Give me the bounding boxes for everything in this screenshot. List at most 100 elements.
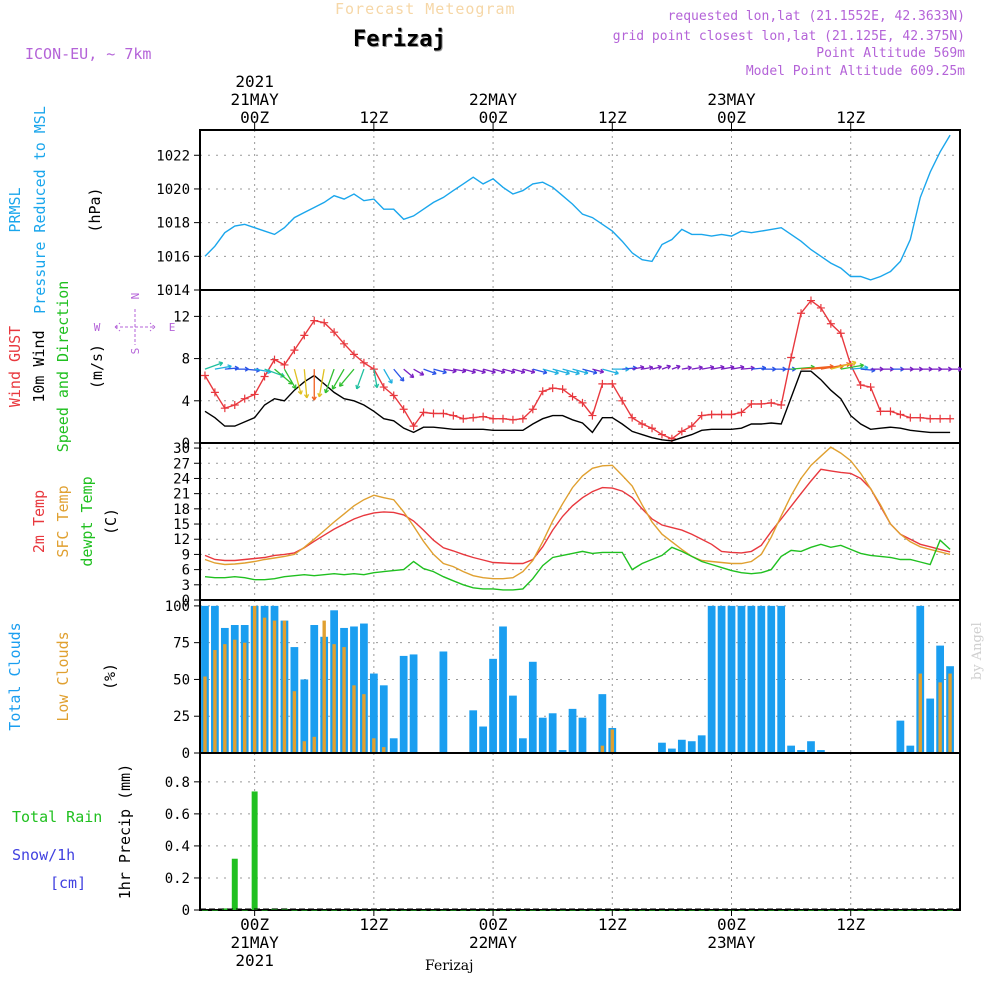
precip-bar — [668, 910, 675, 911]
cloud-bar — [787, 745, 795, 753]
wind-arrow — [356, 368, 365, 390]
gust-marker — [787, 353, 796, 362]
precip-bar — [331, 910, 338, 911]
y-tick-label: 12 — [173, 532, 190, 548]
gust-marker — [300, 331, 309, 340]
precip-bar — [837, 910, 844, 911]
panel-ylabel: PRMSL — [6, 187, 24, 232]
wind-arrow — [622, 367, 637, 370]
cloud-bar — [777, 605, 786, 753]
wind-arrow-head — [331, 385, 337, 390]
y-tick-label: 0 — [182, 436, 190, 452]
gust-marker — [558, 385, 567, 394]
precip-bar — [947, 910, 954, 911]
precip-bar — [211, 910, 218, 911]
cloud-bar — [352, 685, 356, 753]
y-tick-label: 75 — [173, 636, 190, 652]
cloud-bar — [302, 741, 307, 753]
wind-arrow-head — [218, 361, 224, 367]
wind-arrow-head — [614, 370, 619, 376]
y-tick-label: 0.2 — [165, 871, 190, 887]
gust-marker — [697, 411, 706, 420]
precip-bar — [201, 910, 208, 911]
bottom-time-label: 21MAY — [231, 933, 280, 952]
precip-bar — [569, 910, 576, 911]
gust-marker — [439, 409, 448, 418]
gust-marker — [220, 404, 229, 413]
panel-ylabel: Pressure Reduced to MSL — [31, 106, 49, 314]
gust-marker — [429, 409, 438, 418]
y-tick-label: 8 — [182, 352, 190, 368]
wind-arrow — [592, 368, 604, 373]
wind-arrow-head — [510, 368, 516, 375]
gust-marker — [936, 414, 945, 423]
precip-bar — [341, 910, 348, 911]
y-tick-label: 15 — [173, 517, 190, 533]
gust-marker — [866, 383, 875, 392]
precip-bar — [937, 910, 944, 911]
gust-marker — [200, 371, 209, 380]
wind-arrow — [860, 368, 876, 372]
precip-bar — [500, 910, 506, 911]
precip-bar — [440, 910, 447, 911]
cloud-bar — [668, 748, 676, 753]
gust-marker — [707, 410, 716, 419]
cloud-bar — [379, 685, 388, 753]
precip-bar — [639, 910, 646, 911]
wind-arrow — [522, 368, 535, 373]
gust-marker — [230, 401, 239, 410]
panel-ylabel: (hPa) — [86, 187, 104, 232]
cloud-bar — [610, 729, 614, 753]
wind-arrow — [721, 366, 735, 370]
gust-marker — [349, 350, 358, 359]
compass-w: W — [94, 321, 101, 334]
cloud-bar — [362, 694, 366, 753]
cloud-bar — [598, 694, 607, 753]
cloud-bar — [538, 717, 547, 753]
gust-marker — [946, 414, 955, 423]
wind-arrow-head — [520, 368, 526, 375]
top-time-label: 2021 — [235, 72, 274, 91]
cloud-bar — [578, 717, 587, 753]
cloud-bar — [262, 617, 267, 753]
cloud-bar — [687, 741, 696, 753]
gust-marker — [508, 415, 517, 424]
wind-arrow-head — [399, 377, 405, 382]
cloud-bar — [439, 651, 448, 753]
bottom-time-label: 12Z — [359, 915, 388, 934]
model-altitude: Model Point Altitude 609.25m — [745, 64, 965, 79]
panel-frame — [199, 442, 961, 601]
gust-marker — [806, 296, 815, 305]
cloud-bar — [519, 738, 527, 753]
cloud-bar — [926, 698, 935, 753]
y-tick-label: 0.6 — [165, 807, 190, 823]
top-time-label: 00Z — [479, 108, 508, 127]
wind-arrow-head — [957, 366, 963, 372]
y-tick-label: 50 — [173, 672, 190, 688]
wind-arrow — [473, 368, 486, 374]
cloud-bar — [223, 644, 227, 753]
wind-arrow — [552, 368, 570, 375]
cloud-bar — [272, 620, 277, 753]
y-tick-label: 0 — [182, 746, 190, 762]
precip-bar — [221, 908, 228, 910]
wind-arrow — [373, 369, 378, 388]
gust-marker — [419, 408, 428, 417]
cloud-bar — [658, 742, 666, 753]
series-line-2m-temp — [204, 468, 951, 565]
gust-marker — [499, 414, 508, 423]
precip-bar — [867, 910, 874, 911]
panel-frame — [199, 752, 961, 911]
wind-arrow-head — [554, 370, 559, 376]
cloud-bar — [948, 673, 952, 753]
panel-ylabel: 10m Wind — [30, 330, 48, 402]
wind-arrow — [651, 365, 662, 370]
precip-bar — [251, 791, 258, 910]
precip-bar — [291, 910, 298, 911]
gust-marker — [906, 413, 915, 422]
wind-arrow — [641, 366, 653, 370]
gust-marker — [777, 401, 786, 410]
panel-ylabel: Speed and Direction — [54, 281, 72, 453]
wind-arrow — [443, 368, 457, 373]
